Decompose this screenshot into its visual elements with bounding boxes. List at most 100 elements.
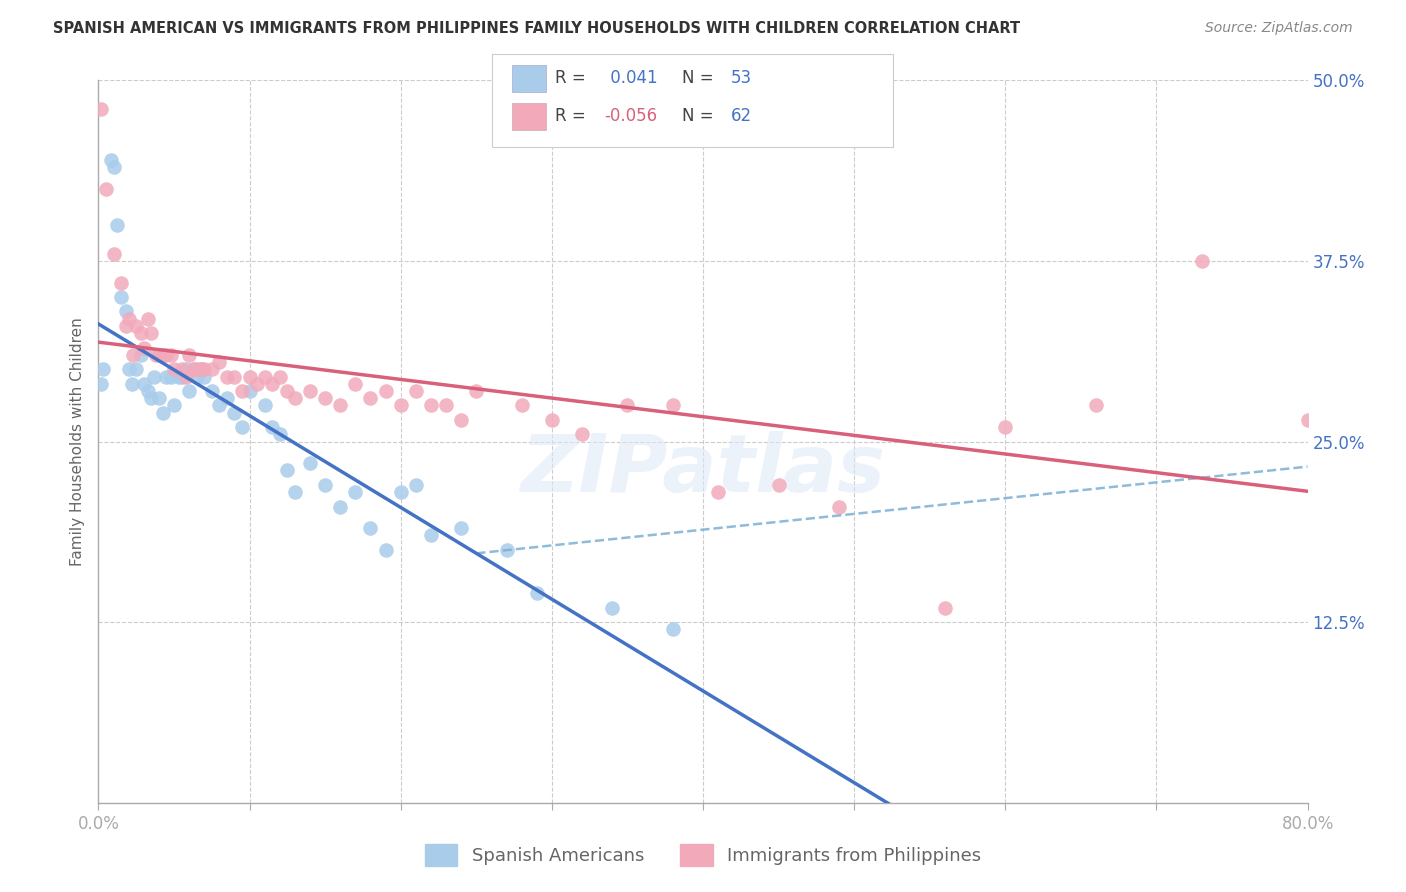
Point bbox=[360, 391, 382, 405]
Point bbox=[314, 391, 336, 405]
Point bbox=[90, 376, 112, 391]
Point bbox=[405, 478, 427, 492]
Point bbox=[215, 369, 238, 384]
Point bbox=[100, 153, 122, 167]
Point bbox=[405, 384, 427, 398]
Text: R =: R = bbox=[555, 107, 586, 125]
Point bbox=[118, 362, 141, 376]
Point bbox=[1085, 398, 1108, 412]
Point bbox=[329, 398, 352, 412]
Point bbox=[190, 362, 212, 376]
Point bbox=[360, 521, 382, 535]
Point bbox=[329, 500, 352, 514]
Point bbox=[160, 369, 183, 384]
Point bbox=[510, 398, 533, 412]
Point bbox=[994, 420, 1017, 434]
Point bbox=[170, 362, 193, 376]
Point bbox=[163, 362, 186, 376]
Point bbox=[374, 384, 396, 398]
Point bbox=[299, 456, 322, 470]
Point bbox=[344, 485, 367, 500]
Point bbox=[136, 311, 159, 326]
Point bbox=[155, 369, 177, 384]
Point bbox=[434, 398, 457, 412]
Text: 62: 62 bbox=[731, 107, 752, 125]
Point bbox=[239, 369, 262, 384]
Point bbox=[344, 376, 367, 391]
Point bbox=[420, 398, 443, 412]
Point bbox=[183, 362, 205, 376]
Point bbox=[253, 398, 276, 412]
Point bbox=[284, 391, 307, 405]
Point bbox=[110, 276, 132, 290]
Point bbox=[201, 384, 224, 398]
Point bbox=[707, 485, 730, 500]
Text: N =: N = bbox=[682, 107, 713, 125]
Point bbox=[122, 348, 145, 362]
Point bbox=[170, 369, 193, 384]
Point bbox=[540, 413, 562, 427]
Point bbox=[269, 427, 291, 442]
Text: 0.041: 0.041 bbox=[605, 69, 657, 87]
Point bbox=[495, 542, 517, 557]
Point bbox=[193, 369, 215, 384]
Point bbox=[190, 362, 212, 376]
Point bbox=[526, 586, 548, 600]
Point bbox=[450, 521, 472, 535]
Point bbox=[284, 485, 307, 500]
Text: Source: ZipAtlas.com: Source: ZipAtlas.com bbox=[1205, 21, 1353, 35]
Point bbox=[125, 362, 148, 376]
Point bbox=[1191, 253, 1213, 268]
Point bbox=[231, 420, 253, 434]
Point bbox=[141, 391, 163, 405]
Point bbox=[224, 369, 246, 384]
Point bbox=[465, 384, 488, 398]
Point bbox=[661, 623, 683, 637]
Point bbox=[276, 463, 298, 477]
Point bbox=[141, 326, 163, 340]
Point bbox=[132, 376, 155, 391]
Y-axis label: Family Households with Children: Family Households with Children bbox=[69, 318, 84, 566]
Point bbox=[224, 406, 246, 420]
Point bbox=[389, 485, 412, 500]
Point bbox=[239, 384, 262, 398]
Point bbox=[163, 398, 186, 412]
Point bbox=[160, 348, 183, 362]
Point bbox=[389, 398, 412, 412]
Point bbox=[174, 369, 197, 384]
Point bbox=[118, 311, 141, 326]
Point bbox=[105, 218, 128, 232]
Point bbox=[602, 600, 624, 615]
Point bbox=[661, 398, 683, 412]
Text: SPANISH AMERICAN VS IMMIGRANTS FROM PHILIPPINES FAMILY HOUSEHOLDS WITH CHILDREN : SPANISH AMERICAN VS IMMIGRANTS FROM PHIL… bbox=[53, 21, 1021, 36]
Point bbox=[193, 362, 215, 376]
Point bbox=[121, 376, 143, 391]
Point bbox=[253, 369, 276, 384]
Text: R =: R = bbox=[555, 69, 586, 87]
Point bbox=[1296, 413, 1319, 427]
Point bbox=[201, 362, 224, 376]
Point bbox=[314, 478, 336, 492]
Point bbox=[132, 341, 155, 355]
Point bbox=[828, 500, 851, 514]
Point bbox=[148, 348, 170, 362]
Point bbox=[129, 326, 152, 340]
Text: -0.056: -0.056 bbox=[605, 107, 658, 125]
Text: 53: 53 bbox=[731, 69, 752, 87]
Point bbox=[269, 369, 291, 384]
Text: ZIPatlas: ZIPatlas bbox=[520, 432, 886, 509]
Point bbox=[110, 290, 132, 304]
Point bbox=[91, 362, 114, 376]
Point bbox=[262, 376, 284, 391]
Legend: Spanish Americans, Immigrants from Philippines: Spanish Americans, Immigrants from Phili… bbox=[418, 837, 988, 873]
Point bbox=[186, 362, 208, 376]
Point bbox=[114, 304, 136, 318]
Text: N =: N = bbox=[682, 69, 713, 87]
Point bbox=[125, 318, 148, 333]
Point bbox=[450, 413, 472, 427]
Point bbox=[215, 391, 238, 405]
Point bbox=[103, 246, 125, 260]
Point bbox=[208, 355, 231, 369]
Point bbox=[179, 348, 201, 362]
Point bbox=[167, 369, 190, 384]
